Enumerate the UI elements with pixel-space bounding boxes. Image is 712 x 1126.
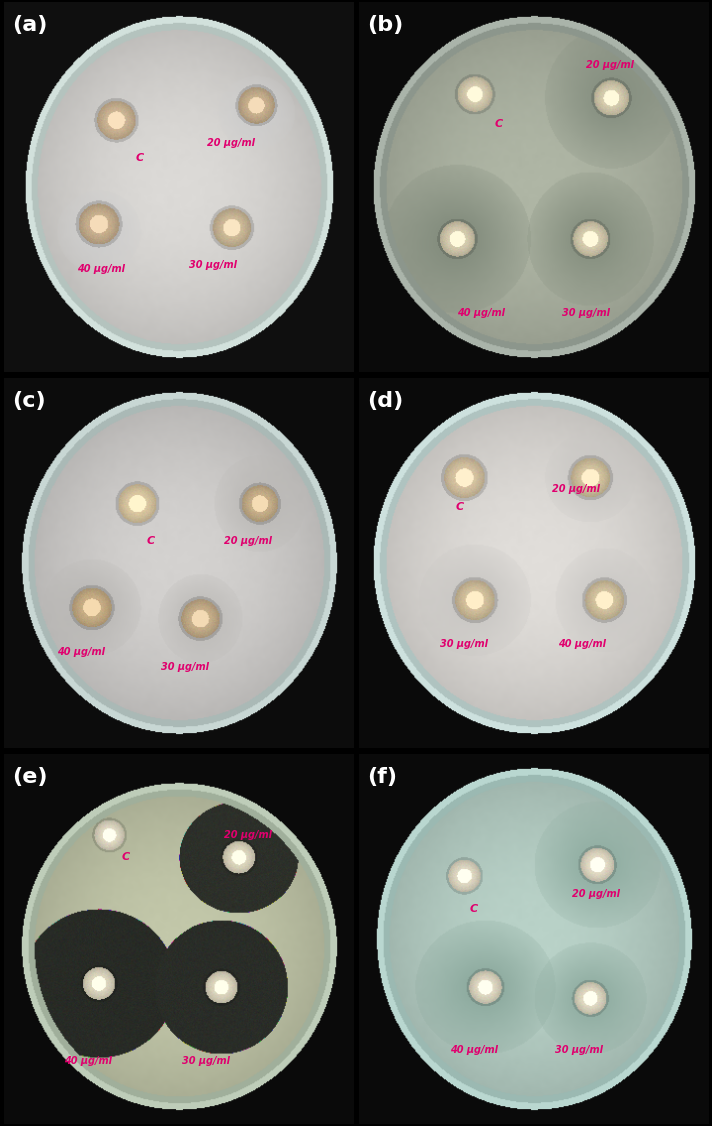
Text: 20 μg/ml: 20 μg/ml (572, 890, 620, 900)
Text: 40 μg/ml: 40 μg/ml (56, 646, 105, 656)
Text: 40 μg/ml: 40 μg/ml (78, 263, 125, 274)
Text: 20 μg/ml: 20 μg/ml (207, 137, 255, 148)
Text: C: C (456, 502, 464, 512)
Text: 20 μg/ml: 20 μg/ml (552, 484, 600, 494)
Text: C: C (470, 904, 478, 914)
Text: 40 μg/ml: 40 μg/ml (63, 1056, 112, 1066)
Text: C: C (122, 852, 130, 863)
Text: C: C (495, 119, 503, 129)
Text: 40 μg/ml: 40 μg/ml (457, 309, 505, 319)
Text: 30 μg/ml: 30 μg/ml (555, 1045, 603, 1055)
Text: 20 μg/ml: 20 μg/ml (224, 830, 273, 840)
Text: 30 μg/ml: 30 μg/ml (189, 260, 237, 270)
Text: 30 μg/ml: 30 μg/ml (182, 1056, 231, 1066)
Text: C: C (136, 153, 144, 162)
Text: C: C (147, 536, 155, 546)
Text: (f): (f) (367, 767, 397, 787)
Text: (e): (e) (12, 767, 48, 787)
Text: 30 μg/ml: 30 μg/ml (439, 640, 488, 650)
Text: 40 μg/ml: 40 μg/ml (558, 640, 607, 650)
Text: 40 μg/ml: 40 μg/ml (450, 1045, 498, 1055)
Text: (b): (b) (367, 16, 404, 35)
Text: 30 μg/ml: 30 μg/ml (562, 309, 610, 319)
Text: 30 μg/ml: 30 μg/ml (162, 662, 209, 671)
Text: 20 μg/ml: 20 μg/ml (587, 60, 634, 70)
Text: (c): (c) (12, 391, 46, 411)
Text: (d): (d) (367, 391, 404, 411)
Text: (a): (a) (12, 16, 48, 35)
Text: 20 μg/ml: 20 μg/ml (224, 536, 273, 546)
